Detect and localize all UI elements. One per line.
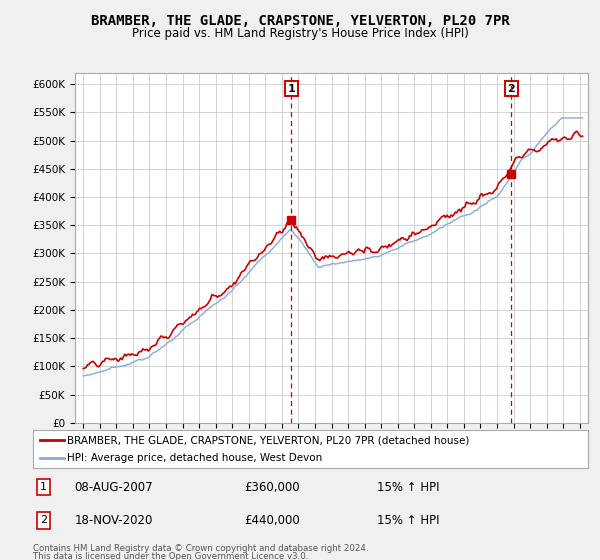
Text: 1: 1	[40, 482, 47, 492]
Text: 15% ↑ HPI: 15% ↑ HPI	[377, 514, 440, 527]
Text: Price paid vs. HM Land Registry's House Price Index (HPI): Price paid vs. HM Land Registry's House …	[131, 27, 469, 40]
Text: This data is licensed under the Open Government Licence v3.0.: This data is licensed under the Open Gov…	[33, 552, 308, 560]
Text: BRAMBER, THE GLADE, CRAPSTONE, YELVERTON, PL20 7PR (detached house): BRAMBER, THE GLADE, CRAPSTONE, YELVERTON…	[67, 435, 470, 445]
Text: 2: 2	[508, 83, 515, 94]
Text: BRAMBER, THE GLADE, CRAPSTONE, YELVERTON, PL20 7PR: BRAMBER, THE GLADE, CRAPSTONE, YELVERTON…	[91, 14, 509, 28]
Text: 18-NOV-2020: 18-NOV-2020	[74, 514, 153, 527]
Text: HPI: Average price, detached house, West Devon: HPI: Average price, detached house, West…	[67, 453, 323, 463]
Text: £360,000: £360,000	[244, 481, 299, 494]
Text: 15% ↑ HPI: 15% ↑ HPI	[377, 481, 440, 494]
Text: 1: 1	[287, 83, 295, 94]
Text: £440,000: £440,000	[244, 514, 299, 527]
Text: 2: 2	[40, 515, 47, 525]
Text: 08-AUG-2007: 08-AUG-2007	[74, 481, 153, 494]
Text: Contains HM Land Registry data © Crown copyright and database right 2024.: Contains HM Land Registry data © Crown c…	[33, 544, 368, 553]
